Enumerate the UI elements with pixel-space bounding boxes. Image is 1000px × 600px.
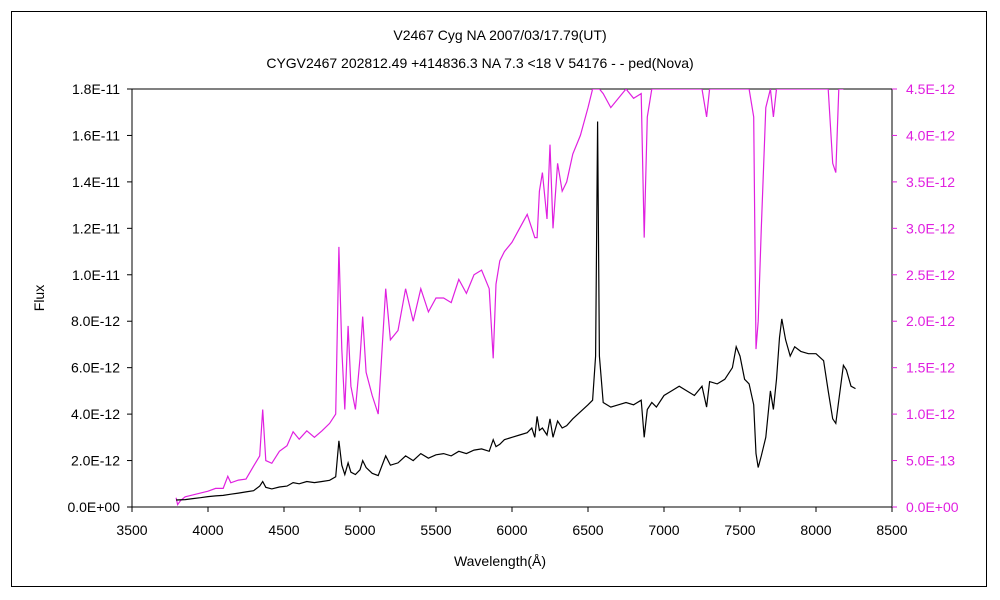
y-tick-label-left: 1.4E-11 [72, 174, 120, 190]
y-axis-right: 0.0E+00 5.0E-13 1.0E-12 1.5E-12 2.0E-12 2.5E-… [892, 81, 959, 515]
y-tick-label-right: 4.5E-12 [906, 81, 955, 97]
series-line-magenta [175, 89, 844, 507]
y-tick-label-left: 1.2E-11 [72, 220, 120, 236]
y-tick-label-right: 4.0E-12 [906, 127, 955, 143]
x-axis: 3500 4000 4500 5000 5500 6000 6500 7000 7500 8000… [116, 507, 908, 538]
y-tick-label-right: 0.0E+00 [906, 499, 959, 515]
y-tick-label-right: 1.5E-12 [906, 360, 955, 376]
y-tick-label-right: 3.0E-12 [906, 220, 955, 236]
x-tick-label: 5500 [420, 522, 451, 538]
x-tick-label: 4500 [268, 522, 299, 538]
y-tick-label-right: 1.0E-12 [906, 406, 955, 422]
chart-frame [11, 11, 987, 587]
series-line-black [176, 121, 856, 501]
chart-title: V2467 Cyg NA 2007/03/17.79(UT) [393, 27, 606, 43]
x-tick-label: 4000 [192, 522, 223, 538]
y-tick-label-right: 5.0E-13 [906, 453, 955, 469]
x-axis-label: Wavelength(Å) [454, 553, 546, 569]
chart-subtitle: CYGV2467 202812.49 +414836.3 NA 7.3 <18 … [266, 55, 693, 71]
x-tick-label: 6500 [572, 522, 603, 538]
y-tick-label-right: 2.5E-12 [906, 267, 955, 283]
x-tick-label: 7500 [724, 522, 755, 538]
x-tick-label: 8500 [876, 522, 907, 538]
y-axis-left: 0.0E+00 2.0E-12 4.0E-12 6.0E-12 8.0E-12 1.0E-… [67, 81, 132, 515]
series-layer [175, 89, 856, 507]
y-tick-label-left: 4.0E-12 [71, 406, 120, 422]
y-tick-label-left: 8.0E-12 [71, 313, 120, 329]
x-tick-label: 5000 [344, 522, 375, 538]
y-tick-label-left: 0.0E+00 [67, 499, 120, 515]
x-tick-label: 8000 [800, 522, 831, 538]
x-tick-label: 6000 [496, 522, 527, 538]
y-tick-label-right: 2.0E-12 [906, 313, 955, 329]
y-axis-label: Flux [31, 285, 47, 311]
y-tick-label-right: 3.5E-12 [906, 174, 955, 190]
x-tick-label: 7000 [648, 522, 679, 538]
y-tick-label-left: 1.0E-11 [72, 267, 120, 283]
y-tick-label-left: 6.0E-12 [71, 360, 120, 376]
y-tick-label-left: 1.8E-11 [72, 81, 120, 97]
plot-area [131, 88, 893, 508]
x-tick-label: 3500 [116, 522, 147, 538]
y-tick-label-left: 2.0E-12 [71, 453, 120, 469]
y-tick-label-left: 1.6E-11 [72, 127, 120, 143]
